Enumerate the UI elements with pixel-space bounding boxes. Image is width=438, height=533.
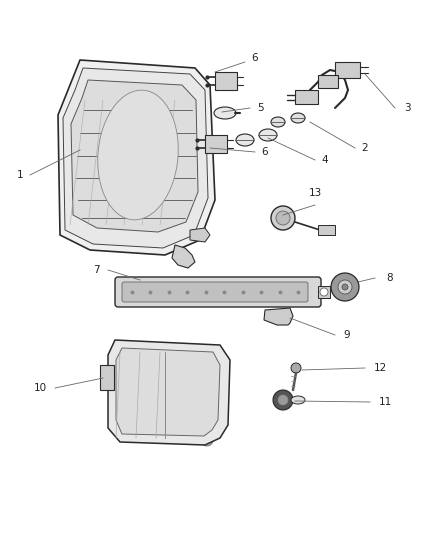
Circle shape <box>331 273 359 301</box>
Polygon shape <box>318 225 335 235</box>
Polygon shape <box>190 228 210 242</box>
Text: 4: 4 <box>321 155 328 165</box>
Text: 3: 3 <box>404 103 410 113</box>
Polygon shape <box>318 286 330 298</box>
Text: 5: 5 <box>257 103 263 113</box>
Ellipse shape <box>98 90 178 220</box>
Polygon shape <box>71 80 198 232</box>
Polygon shape <box>295 90 318 104</box>
Polygon shape <box>116 348 220 436</box>
Ellipse shape <box>214 107 236 119</box>
Polygon shape <box>318 75 338 88</box>
Circle shape <box>201 434 213 446</box>
Polygon shape <box>335 62 360 78</box>
Text: 9: 9 <box>344 330 350 340</box>
Ellipse shape <box>259 129 277 141</box>
Ellipse shape <box>236 134 254 146</box>
Ellipse shape <box>291 113 305 123</box>
Polygon shape <box>264 308 293 325</box>
Text: 6: 6 <box>261 147 268 157</box>
Text: 6: 6 <box>252 53 258 63</box>
Polygon shape <box>172 245 195 268</box>
Ellipse shape <box>291 396 305 404</box>
Text: 11: 11 <box>378 397 392 407</box>
Polygon shape <box>63 68 208 248</box>
Polygon shape <box>108 340 230 445</box>
Text: 10: 10 <box>33 383 46 393</box>
Polygon shape <box>215 72 237 90</box>
Text: 2: 2 <box>362 143 368 153</box>
Polygon shape <box>58 60 215 255</box>
Text: 12: 12 <box>373 363 387 373</box>
Polygon shape <box>100 365 114 390</box>
Text: 13: 13 <box>308 188 321 198</box>
Text: 7: 7 <box>93 265 99 275</box>
FancyBboxPatch shape <box>122 282 308 302</box>
Circle shape <box>273 390 293 410</box>
Circle shape <box>102 372 112 382</box>
Circle shape <box>291 363 301 373</box>
FancyBboxPatch shape <box>115 277 321 307</box>
Circle shape <box>278 395 288 405</box>
Polygon shape <box>205 135 227 153</box>
Circle shape <box>320 288 328 296</box>
Circle shape <box>338 280 352 294</box>
Circle shape <box>271 206 295 230</box>
Circle shape <box>342 284 348 290</box>
Ellipse shape <box>271 117 285 127</box>
Circle shape <box>273 312 283 322</box>
Text: 1: 1 <box>17 170 23 180</box>
Circle shape <box>276 211 290 225</box>
Text: 8: 8 <box>387 273 393 283</box>
